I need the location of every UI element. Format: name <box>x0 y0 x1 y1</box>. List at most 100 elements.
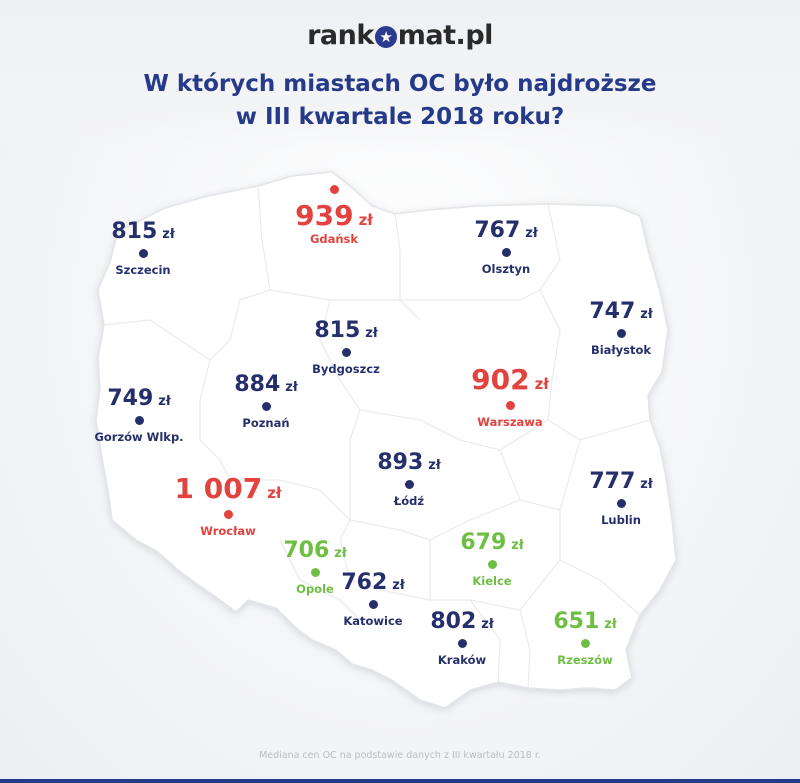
city-szczecin: 815 zł Szczecin <box>63 219 223 277</box>
city-lublin: 777 zł Lublin <box>541 469 701 527</box>
star-icon: ★ <box>374 26 397 48</box>
price-value: 767 <box>474 218 521 243</box>
city-name: Katowice <box>343 614 403 628</box>
price-value: 815 <box>111 219 158 244</box>
city-wroclaw: 1 007 zł Wrocław <box>148 472 308 538</box>
city-marker <box>261 402 271 411</box>
city-marker <box>505 401 515 410</box>
price-value: 762 <box>341 570 388 595</box>
city-name: Opole <box>296 582 334 596</box>
title-line-1: W których miastach OC było najdroższe <box>143 71 657 97</box>
voivodeship-borders <box>103 185 651 689</box>
city-name: Rzeszów <box>557 653 613 667</box>
poland-outline <box>95 171 677 709</box>
city-lodz: 893 zł Łódź <box>329 450 489 508</box>
city-name: Poznań <box>242 416 290 430</box>
city-price: 815 zł <box>266 318 426 343</box>
city-marker <box>341 348 351 357</box>
city-krakow: 802 zł Kraków <box>382 609 542 667</box>
price-value: 893 <box>377 450 424 475</box>
price-value: 747 <box>589 299 636 324</box>
footer-note: Mediana cen OC na podstawie danych z III… <box>259 750 541 761</box>
city-name: Wrocław <box>200 524 256 538</box>
city-price: 767 zł <box>426 218 586 243</box>
city-name: Białystok <box>590 343 652 357</box>
city-price: 815 zł <box>63 219 223 244</box>
city-katowice: 762 zł Katowice <box>293 570 453 628</box>
price-value: 706 <box>283 538 330 563</box>
price-unit: zł <box>158 394 171 409</box>
city-bialystok: 747 zł Białystok <box>541 299 701 357</box>
city-name: Lublin <box>601 513 641 527</box>
page-title: W których miastach OC było najdroższe w … <box>0 68 800 134</box>
city-bydgoszcz: 815 zł Bydgoszcz <box>266 318 426 376</box>
city-marker <box>138 249 148 258</box>
city-marker <box>368 600 378 609</box>
city-price: 679 zł <box>412 530 572 555</box>
city-price: 762 zł <box>293 570 453 595</box>
city-name: Gdańsk <box>309 232 359 246</box>
price-unit: zł <box>534 375 549 393</box>
price-value: 884 <box>234 372 281 397</box>
city-name: Kielce <box>472 574 512 588</box>
city-marker <box>329 185 339 194</box>
header-band <box>0 0 800 150</box>
city-marker <box>501 248 511 257</box>
price-unit: zł <box>285 380 298 395</box>
city-rzeszow: 651 zł Rzeszów <box>505 609 665 667</box>
city-marker <box>134 416 144 425</box>
city-warszawa: 902 zł Warszawa <box>430 363 590 429</box>
price-unit: zł <box>604 617 617 632</box>
city-price: 749 zł <box>59 386 219 411</box>
city-price: 802 zł <box>382 609 542 634</box>
city-marker <box>457 639 467 648</box>
price-value: 902 <box>471 363 530 396</box>
city-price: 777 zł <box>541 469 701 494</box>
city-name: Szczecin <box>115 263 171 277</box>
city-name: Kraków <box>437 653 487 667</box>
city-kielce: 679 zł Kielce <box>412 530 572 588</box>
price-unit: zł <box>428 458 441 473</box>
city-marker <box>310 568 320 577</box>
price-value: 651 <box>553 609 600 634</box>
price-unit: zł <box>334 546 347 561</box>
price-unit: zł <box>392 578 405 593</box>
price-unit: zł <box>525 226 538 241</box>
city-name: Gorzów Wlkp. <box>94 430 184 444</box>
price-unit: zł <box>365 326 378 341</box>
logo-text-left: rank <box>307 20 374 51</box>
price-unit: zł <box>640 477 653 492</box>
price-value: 749 <box>107 386 154 411</box>
bottom-bar <box>0 779 800 783</box>
city-poznan: 884 zł Poznań <box>186 372 346 430</box>
price-unit: zł <box>358 211 373 229</box>
price-value: 777 <box>589 469 636 494</box>
price-unit: zł <box>481 617 494 632</box>
price-value: 802 <box>430 609 477 634</box>
city-price: 747 zł <box>541 299 701 324</box>
city-marker <box>616 499 626 508</box>
price-value: 815 <box>314 318 361 343</box>
price-unit: zł <box>162 227 175 242</box>
price-unit: zł <box>640 307 653 322</box>
price-unit: zł <box>511 538 524 553</box>
city-price: 893 zł <box>329 450 489 475</box>
city-price: 651 zł <box>505 609 665 634</box>
city-gdansk: 939 zł Gdańsk <box>254 180 414 246</box>
title-line-2: w III kwartale 2018 roku? <box>235 104 565 130</box>
city-name: Olsztyn <box>481 262 531 276</box>
city-olsztyn: 767 zł Olsztyn <box>426 218 586 276</box>
city-gorzow: 749 zł Gorzów Wlkp. <box>59 386 219 444</box>
city-marker <box>616 329 626 338</box>
price-value: 1 007 <box>174 472 263 505</box>
logo-text-right: mat.pl <box>397 20 494 51</box>
price-value: 679 <box>460 530 507 555</box>
logo: rank ★ mat.pl <box>0 20 800 51</box>
city-marker <box>487 560 497 569</box>
price-value: 939 <box>295 199 354 232</box>
city-price: 1 007 zł <box>148 472 308 505</box>
city-marker <box>404 480 414 489</box>
city-name: Łódź <box>393 494 425 508</box>
city-marker <box>580 639 590 648</box>
